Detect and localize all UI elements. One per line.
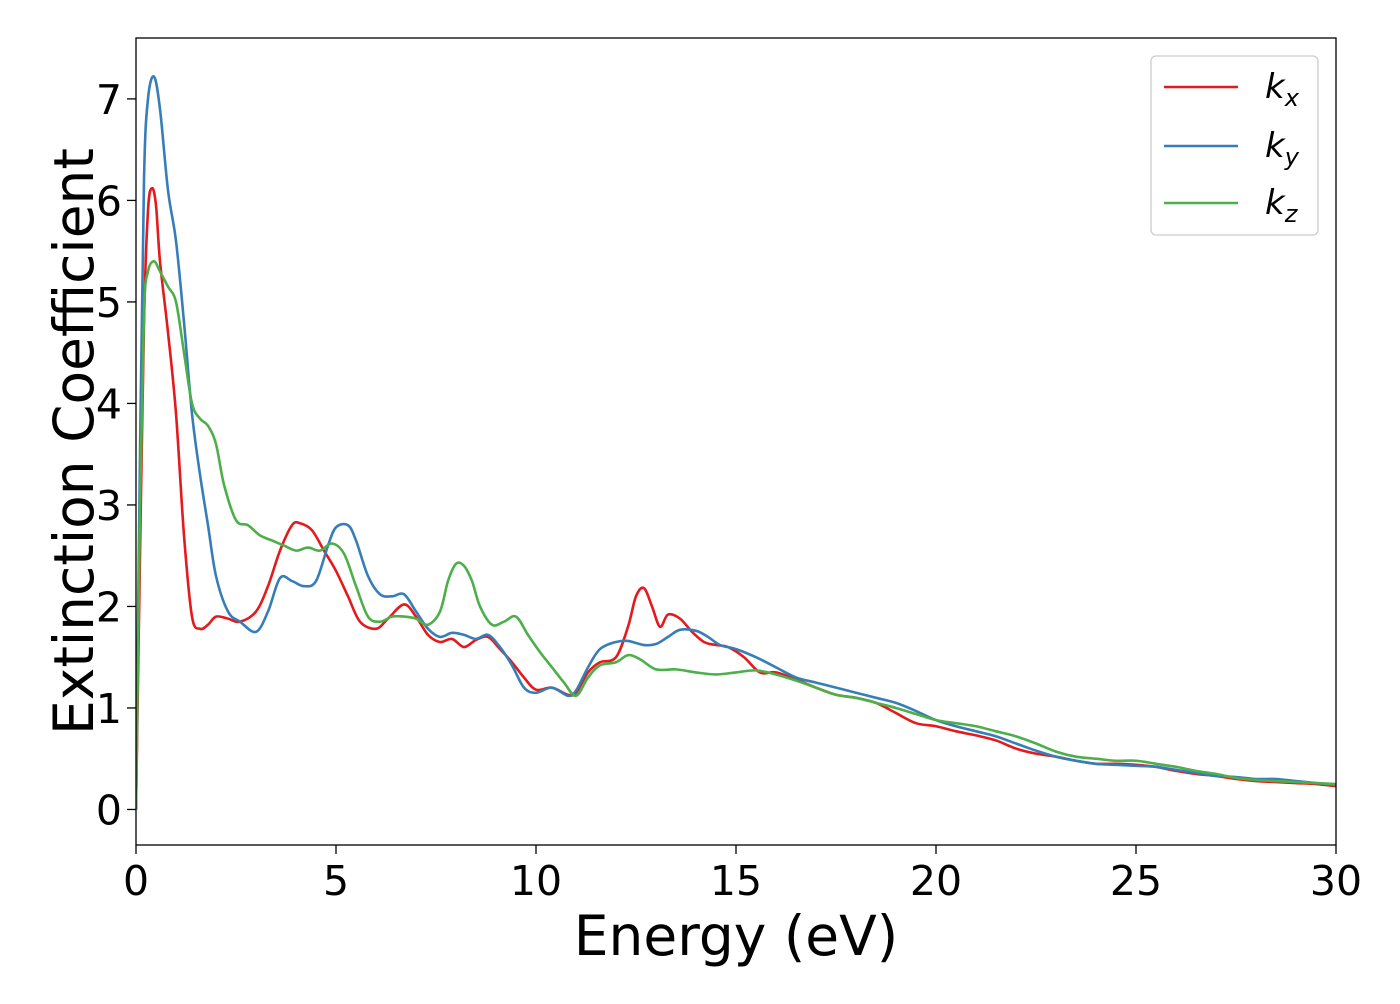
y-tick-label: 7 bbox=[96, 76, 122, 124]
x-tick-label: 5 bbox=[323, 857, 349, 905]
x-axis: 0 5 10 15 20 25 30 bbox=[123, 845, 1362, 905]
y-axis: 0 1 2 3 4 5 6 7 bbox=[96, 76, 136, 834]
y-axis-title: Extinction Coefficient bbox=[42, 148, 106, 735]
y-tick-label: 4 bbox=[96, 380, 122, 428]
y-tick-label: 2 bbox=[96, 583, 122, 631]
series-line-y bbox=[136, 75, 1336, 810]
x-tick-label: 15 bbox=[710, 857, 762, 905]
series-line-z bbox=[136, 260, 1336, 810]
x-tick-label: 0 bbox=[123, 857, 149, 905]
y-tick-label: 0 bbox=[96, 786, 122, 834]
legend-label-x: kx bbox=[1265, 67, 1300, 112]
y-tick-label: 5 bbox=[96, 279, 122, 327]
series-layer bbox=[136, 75, 1336, 810]
legend-label-z: kz bbox=[1265, 183, 1299, 228]
x-tick-label: 25 bbox=[1110, 857, 1162, 905]
y-tick-label: 6 bbox=[96, 177, 122, 225]
y-tick-label: 3 bbox=[96, 482, 122, 530]
x-tick-label: 30 bbox=[1310, 857, 1362, 905]
x-tick-label: 10 bbox=[510, 857, 562, 905]
x-tick-label: 20 bbox=[910, 857, 962, 905]
legend: kx ky kz bbox=[1150, 55, 1319, 236]
x-axis-title: Energy (eV) bbox=[574, 904, 898, 968]
legend-label-y: ky bbox=[1265, 126, 1300, 171]
y-tick-label: 1 bbox=[96, 685, 122, 733]
